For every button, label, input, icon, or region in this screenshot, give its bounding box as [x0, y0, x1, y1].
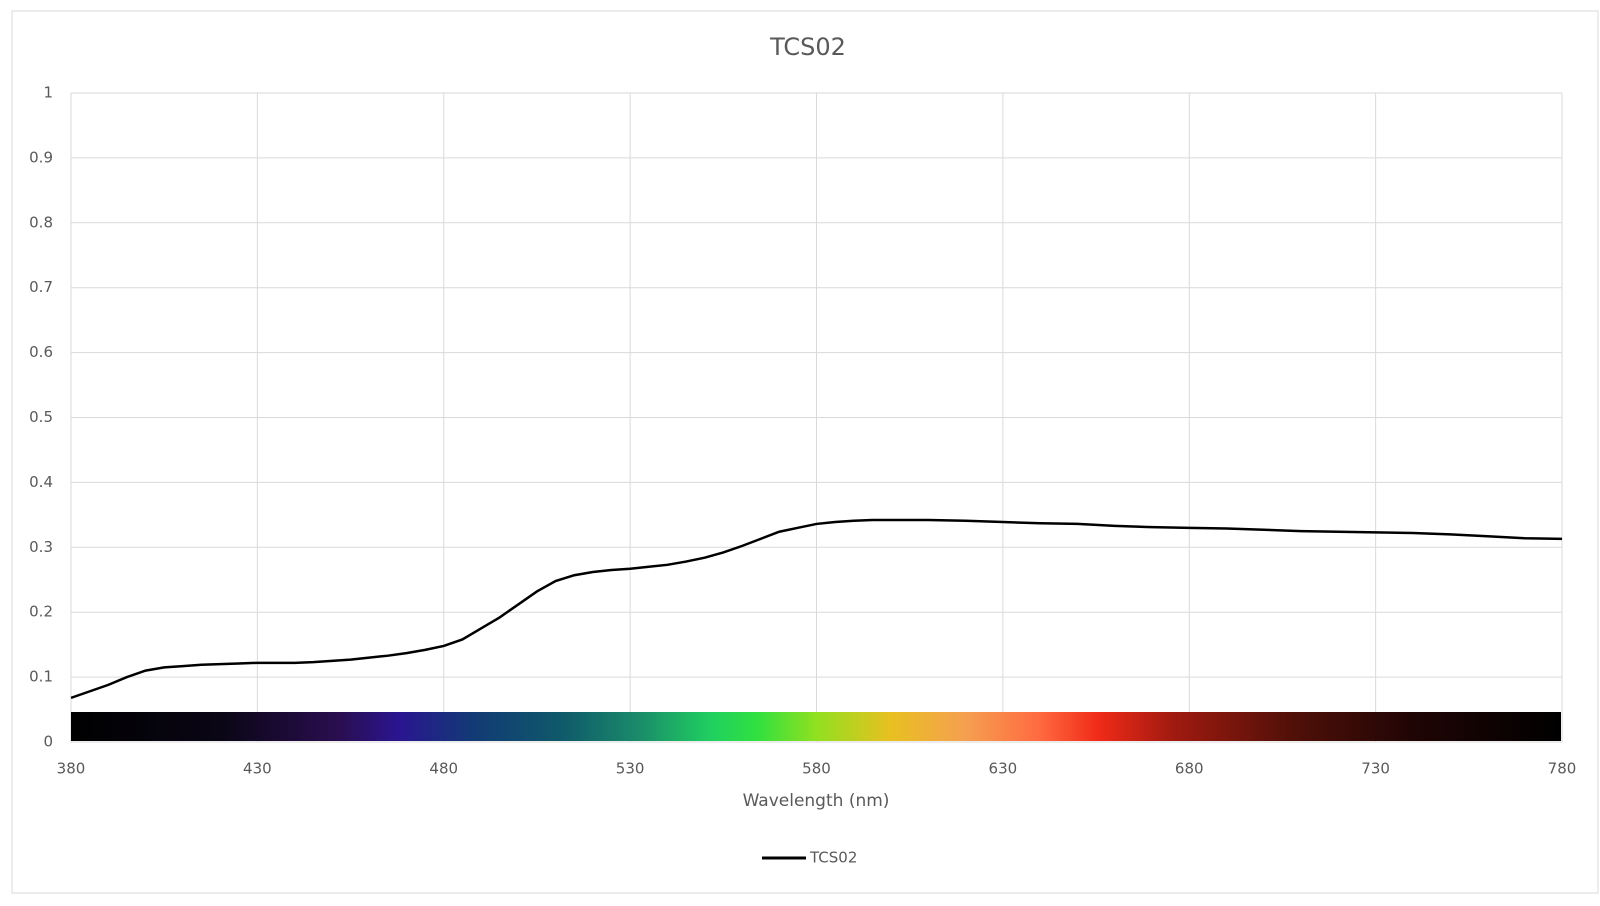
- plot: [70, 518, 1563, 700]
- y-tick-label: 0.3: [29, 538, 53, 556]
- x-tick-label: 380: [57, 760, 86, 778]
- y-tick-label: 1: [43, 84, 53, 102]
- x-tick-label: 630: [989, 760, 1018, 778]
- y-tick-label: 0: [43, 733, 53, 751]
- y-tick-label: 0.9: [29, 148, 53, 166]
- x-tick-label: 580: [802, 760, 831, 778]
- y-tick-label: 0.5: [29, 408, 53, 426]
- y-tick-label: 0.4: [29, 473, 53, 491]
- x-tick-label: 430: [243, 760, 272, 778]
- x-axis-label: Wavelength (nm): [743, 791, 890, 811]
- chart-title: TCS02: [769, 33, 846, 61]
- x-tick-label: 480: [429, 760, 458, 778]
- legend-label: TCS02: [809, 849, 857, 867]
- y-tick-label: 0.1: [29, 668, 53, 686]
- y-tick-label: 0.7: [29, 278, 53, 296]
- spectrum-band: [71, 712, 1561, 741]
- data-line: [70, 518, 1563, 700]
- x-tick-label: 780: [1548, 760, 1577, 778]
- grid: 0 0.1 0.2 0.3 0.4 0.5 0.6 0.7 0.8 0.9 1 380 430 480 53…: [29, 84, 1576, 778]
- y-tick-label: 0.6: [29, 343, 53, 361]
- y-tick-label: 0.8: [29, 213, 53, 231]
- x-tick-label: 730: [1361, 760, 1390, 778]
- y-tick-label: 0.2: [29, 603, 53, 621]
- x-tick-label: 680: [1175, 760, 1204, 778]
- legend: TCS02: [762, 849, 857, 867]
- x-tick-label: 530: [616, 760, 645, 778]
